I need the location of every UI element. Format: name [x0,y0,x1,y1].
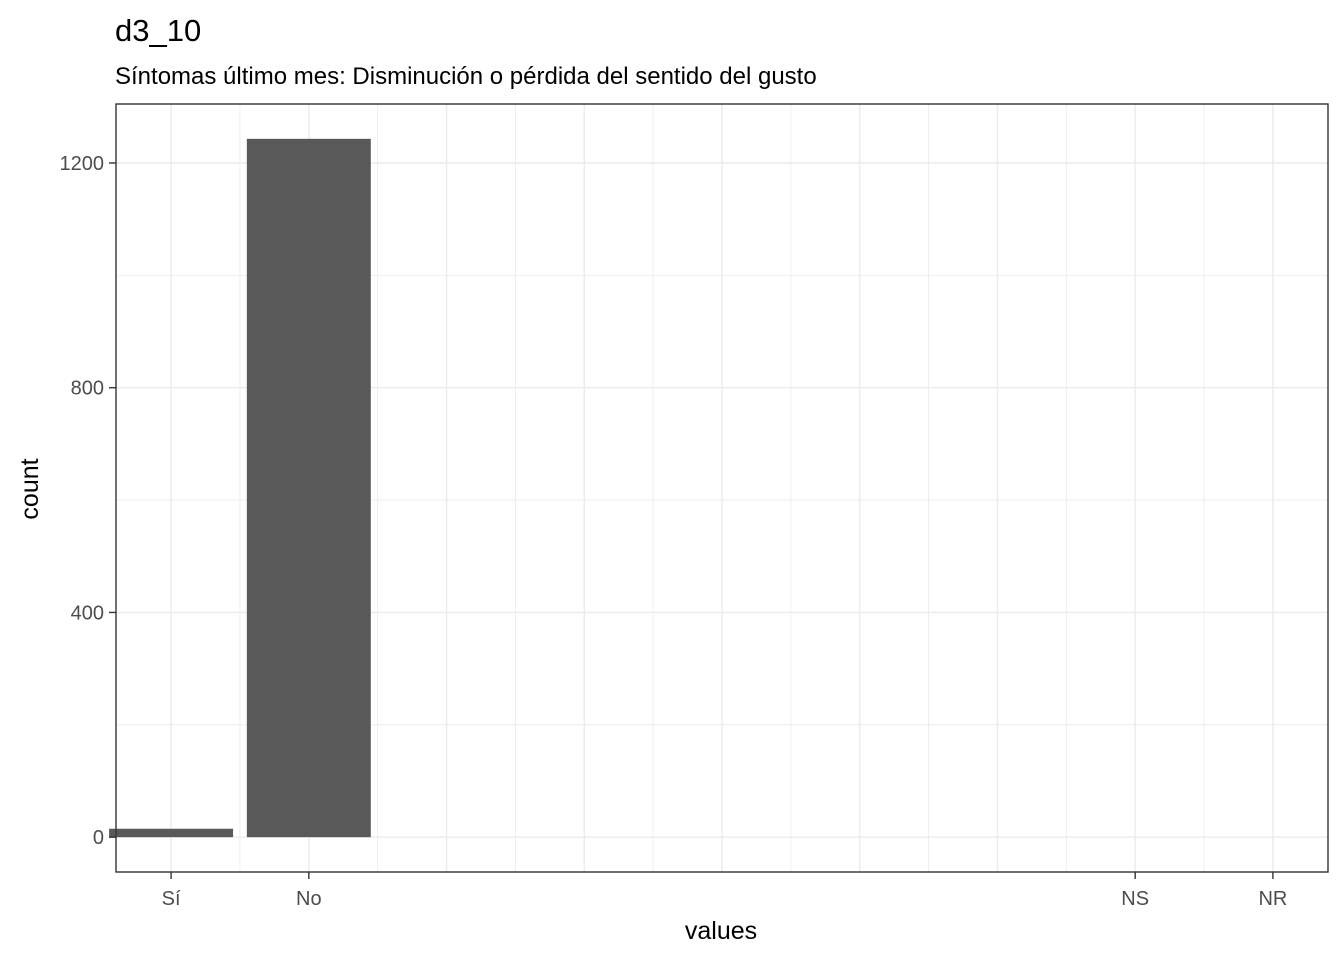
bar [246,138,371,838]
bars [109,138,371,838]
y-tick-label: 1200 [60,153,105,175]
plot-panel-border [115,103,1329,873]
bar [109,828,234,838]
x-tick-label: No [296,888,322,910]
x-axis-title: values [685,917,757,945]
chart-subtitle: Síntomas último mes: Disminución o pérdi… [115,63,817,90]
y-tick-label: 800 [71,378,104,400]
y-tick-label: 400 [71,602,104,624]
x-axis: Sí No NS NR [162,872,1287,910]
chart-title: d3_10 [115,13,201,48]
y-axis-title: count [16,458,44,519]
x-tick-label: NR [1258,888,1287,910]
y-axis: 0 400 800 1200 [60,153,116,849]
x-tick-label: NS [1121,888,1149,910]
y-tick-label: 0 [93,827,104,849]
x-tick-label: Sí [162,888,181,910]
